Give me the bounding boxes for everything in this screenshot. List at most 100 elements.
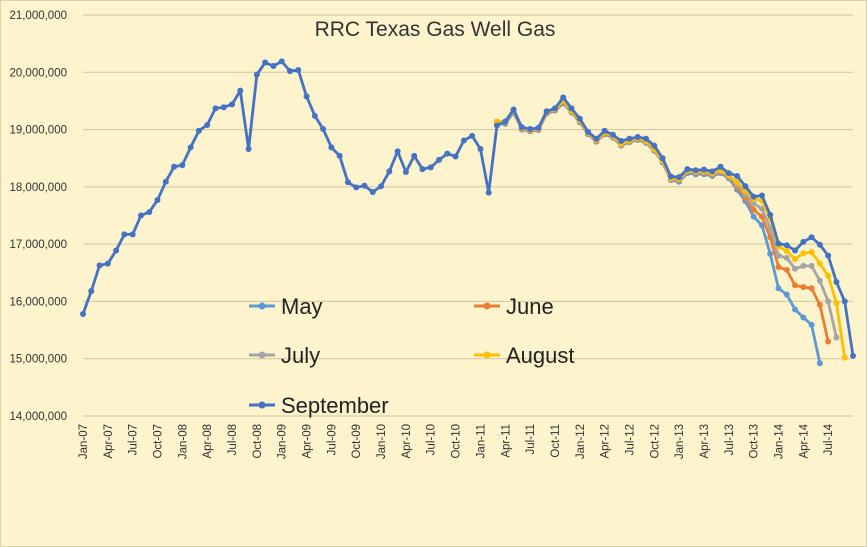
data-point [237,87,244,94]
data-point [841,354,848,361]
data-point [775,240,782,247]
data-point [493,122,500,129]
data-point [436,156,443,163]
data-point [477,146,484,153]
data-point [775,264,782,271]
data-point [618,138,625,145]
data-point [800,250,807,257]
x-axis-tick-labels: Jan-07 Apr-07 Jul-07 Oct-07 Jan-08 Apr-08 Jul-… [78,423,835,459]
data-point [121,231,128,238]
data-point [386,168,393,175]
data-point [825,272,832,279]
series-september [80,58,856,359]
data-point [750,193,757,200]
data-point [833,334,840,341]
data-point [792,256,799,263]
data-point [783,254,790,261]
data-point [527,125,534,132]
x-tick-label: Jul-13 [724,424,736,455]
legend-swatch-marker [258,302,266,310]
x-tick-label: Jan-08 [177,424,189,459]
data-point [734,179,741,186]
legend-swatch-marker [258,351,266,359]
data-point [626,135,633,142]
y-tick-label: 21,000,000 [9,10,67,22]
data-point [593,135,600,142]
data-point [750,213,757,220]
x-tick-label: Oct-11 [550,424,562,458]
data-point [643,135,650,142]
series-line [496,99,847,358]
data-point [767,250,774,257]
legend-swatch-marker [483,351,491,359]
x-tick-label: Jan-11 [475,424,487,458]
y-tick-label: 19,000,000 [9,125,67,137]
data-point [286,68,293,75]
data-point [80,311,86,318]
data-point [187,144,194,151]
data-point [667,173,674,180]
data-point [808,249,815,256]
data-point [485,189,492,196]
data-point [725,170,732,177]
data-point [361,182,368,189]
data-point [469,132,476,139]
data-point [146,209,153,216]
legend-label: July [281,343,320,368]
data-point [659,155,666,162]
data-point [717,163,724,170]
x-tick-label: Jul-08 [227,424,239,455]
legend-item-august: August [474,343,575,368]
data-point [750,200,757,207]
data-point [742,183,749,190]
x-tick-label: Jul-09 [326,424,338,455]
data-point [825,338,832,345]
x-tick-label: Jan-10 [376,424,388,459]
data-point [816,241,823,248]
data-point [137,212,144,219]
x-tick-label: Apr-10 [401,424,413,459]
data-point [253,71,260,78]
data-point [850,352,856,359]
data-point [278,58,285,65]
y-tick-label: 15,000,000 [9,354,67,366]
x-tick-label: Apr-07 [103,424,115,459]
data-point [179,162,186,169]
data-point [452,153,459,160]
data-point [129,231,136,238]
data-point [816,277,823,284]
data-point [303,93,310,100]
data-point [551,105,558,112]
data-point [800,238,807,245]
y-axis-tick-labels: 14,000,000 15,000,000 16,000,000 17,000,000… [9,10,67,423]
data-point [800,262,807,269]
series-line [81,60,855,357]
data-point [767,211,774,218]
data-point [585,128,592,135]
data-point [419,166,426,173]
data-point [88,288,95,295]
data-point [427,164,434,171]
chart-title: RRC Texas Gas Well Gas [315,18,556,41]
data-point [808,262,815,269]
data-point [676,174,683,181]
x-tick-label: Jul-14 [823,423,835,455]
x-tick-label: Oct-12 [649,424,661,459]
legend-label: August [506,343,575,368]
data-point [816,260,823,267]
data-point [394,148,401,155]
x-tick-label: Jul-12 [624,424,636,455]
data-point [800,284,807,291]
x-tick-label: Oct-13 [749,424,761,459]
x-tick-label: Jan-12 [575,424,587,459]
x-tick-label: Apr-08 [202,424,214,459]
legend-item-september: September [249,393,389,418]
legend: May June July August September [249,294,575,418]
legend-label: June [506,294,554,319]
data-point [792,282,799,289]
data-point [758,192,765,199]
data-point [651,142,658,149]
data-point [502,118,509,125]
x-tick-label: Oct-09 [351,424,363,459]
